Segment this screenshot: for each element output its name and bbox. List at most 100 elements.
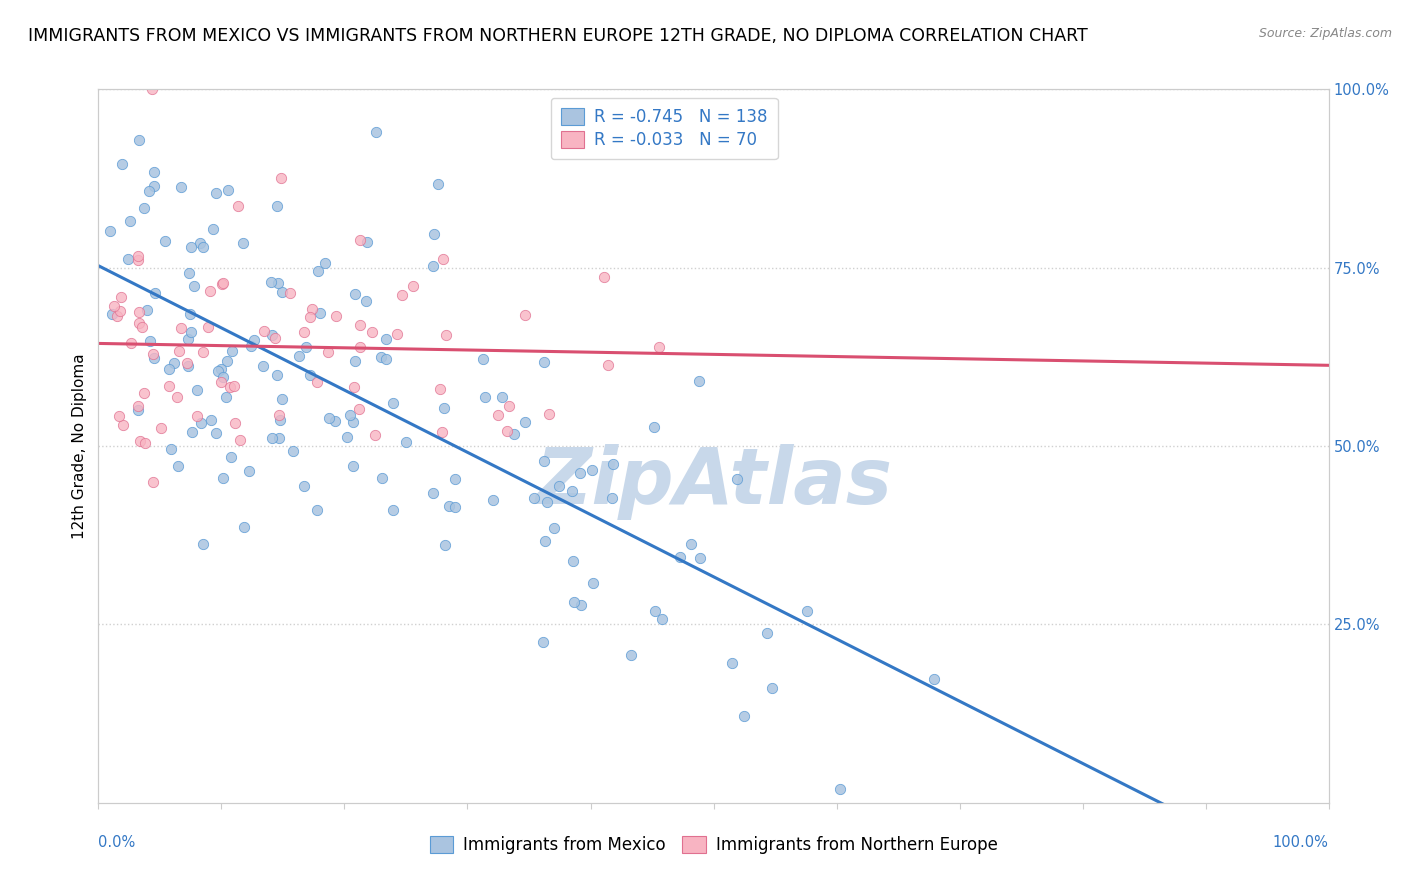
Point [215,354,238,368]
Point [141,82,163,96]
Point [533,533,555,548]
Point [336,430,359,444]
Point [211,471,233,485]
Point [202,221,225,235]
Point [364,125,387,139]
Point [600,491,623,505]
Point [733,709,755,723]
Point [543,521,565,535]
Point [562,595,585,609]
Point [136,302,159,317]
Point [120,214,142,228]
Point [134,435,156,450]
Point [139,334,162,349]
Point [288,350,311,364]
Point [471,351,494,366]
Y-axis label: 12th Grade, No Diploma: 12th Grade, No Diploma [72,353,87,539]
Point [828,781,851,796]
Point [280,285,302,300]
Point [643,420,665,434]
Text: 100.0%: 100.0% [1272,836,1329,850]
Point [443,472,465,486]
Point [644,604,666,618]
Point [316,345,339,359]
Point [232,520,254,534]
Point [219,450,242,464]
Point [166,390,188,404]
Point [143,351,166,365]
Point [177,266,200,280]
Point [434,539,457,553]
Point [267,431,290,445]
Point [142,347,165,361]
Point [423,227,446,241]
Point [281,443,304,458]
Point [796,604,818,618]
Point [188,236,211,251]
Point [422,259,444,273]
Point [167,458,190,473]
Point [111,417,134,432]
Text: Source: ZipAtlas.com: Source: ZipAtlas.com [1258,27,1392,40]
Point [491,390,513,404]
Point [157,379,180,393]
Point [238,464,260,478]
Point [394,435,416,450]
Point [444,500,467,515]
Point [127,252,149,267]
Point [170,320,193,334]
Point [128,316,150,330]
Point [308,305,330,319]
Point [429,382,451,396]
Point [205,186,228,201]
Point [253,324,276,338]
Point [647,340,669,354]
Point [222,378,245,392]
Point [370,351,392,365]
Point [339,408,361,422]
Point [496,424,519,438]
Point [176,356,198,370]
Point [110,304,132,318]
Point [375,332,398,346]
Point [207,364,229,378]
Point [215,391,238,405]
Point [620,648,643,662]
Point [536,495,558,509]
Point [179,307,201,321]
Point [436,327,458,342]
Point [356,294,378,309]
Point [200,413,222,427]
Point [193,344,215,359]
Point [292,479,315,493]
Point [197,319,219,334]
Point [385,326,408,341]
Point [101,307,124,321]
Point [262,430,284,444]
Point [307,503,329,517]
Point [325,310,347,324]
Point [381,396,404,410]
Point [537,407,560,421]
Point [105,309,128,323]
Point [127,402,149,417]
Point [342,458,364,473]
Point [180,240,202,254]
Point [107,409,129,423]
Point [186,383,208,397]
Point [301,302,323,317]
Point [298,310,321,324]
Point [602,457,624,471]
Point [314,256,336,270]
Point [163,356,186,370]
Point [157,362,180,376]
Point [242,333,264,347]
Point [502,427,524,442]
Point [266,199,288,213]
Point [432,252,454,266]
Point [127,399,149,413]
Point [679,537,702,551]
Point [349,233,371,247]
Point [110,290,132,304]
Point [269,412,291,426]
